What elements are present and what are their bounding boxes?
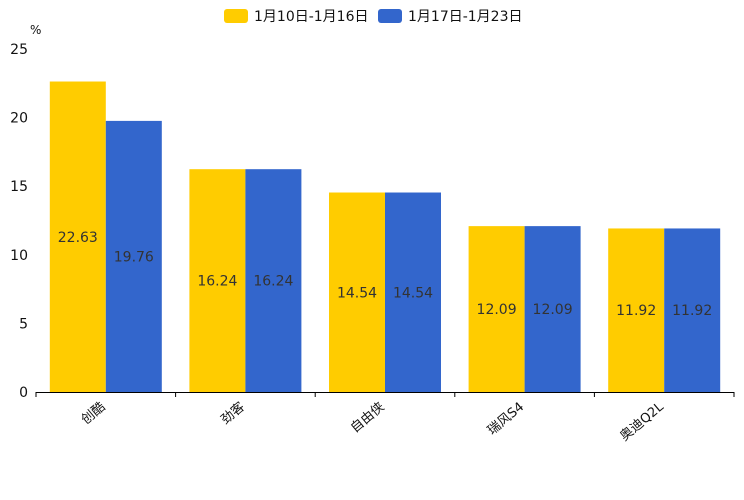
legend-item-2[interactable]: 1月17日-1月23日 [378,9,523,25]
bar-value-label: 14.54 [337,285,377,301]
x-axis: 创酷 劲客 自由侠 瑞风S4 奥迪Q2L [35,392,735,444]
legend: 1月10日-1月16日 1月17日-1月23日 [224,9,523,25]
x-category-label: 奥迪Q2L [617,399,667,444]
x-category-label: 瑞风S4 [485,400,527,439]
bar-series2-1 [245,169,302,392]
y-tick-label: 25 [10,42,28,58]
y-axis-unit-label: % [30,23,41,37]
bar-value-label: 12.09 [477,302,517,318]
bar-series1-4 [608,228,665,392]
bar-series2-0 [105,120,162,393]
y-axis-ticks: 0 5 10 15 20 25 [10,42,28,401]
bar-value-label: 19.76 [114,249,154,265]
bar-value-label: 11.92 [616,303,656,319]
legend-item-1[interactable]: 1月10日-1月16日 [224,9,369,25]
bar-value-label: 16.24 [253,274,293,290]
y-tick-label: 20 [10,111,28,127]
legend-swatch [378,9,402,23]
legend-label: 1月17日-1月23日 [408,9,523,25]
y-tick-label: 5 [19,316,28,332]
bar-series1-1 [189,169,246,392]
bar-series1-0 [49,81,106,392]
y-tick-label: 10 [10,248,28,264]
legend-label: 1月10日-1月16日 [254,9,369,25]
legend-swatch [224,9,248,23]
y-tick-label: 0 [19,385,28,401]
bar-value-label: 14.54 [393,285,433,301]
bar-series2-2 [385,192,441,392]
bar-value-label: 12.09 [533,302,573,318]
bar-value-label: 16.24 [197,274,237,290]
bar-series1-2 [329,192,385,392]
bar-value-label: 11.92 [672,303,712,319]
x-category-label: 创酷 [79,400,109,428]
bar-value-label: 22.63 [58,230,98,246]
bar-series2-4 [664,228,721,392]
x-category-label: 劲客 [218,399,248,428]
y-tick-label: 15 [10,179,28,195]
bar-series2-3 [524,226,581,392]
bars: 22.63 19.76 16.24 16.24 14.54 14.54 12.09 12.09… [49,81,721,393]
bar-series1-3 [468,226,525,392]
x-category-label: 自由侠 [348,400,388,437]
